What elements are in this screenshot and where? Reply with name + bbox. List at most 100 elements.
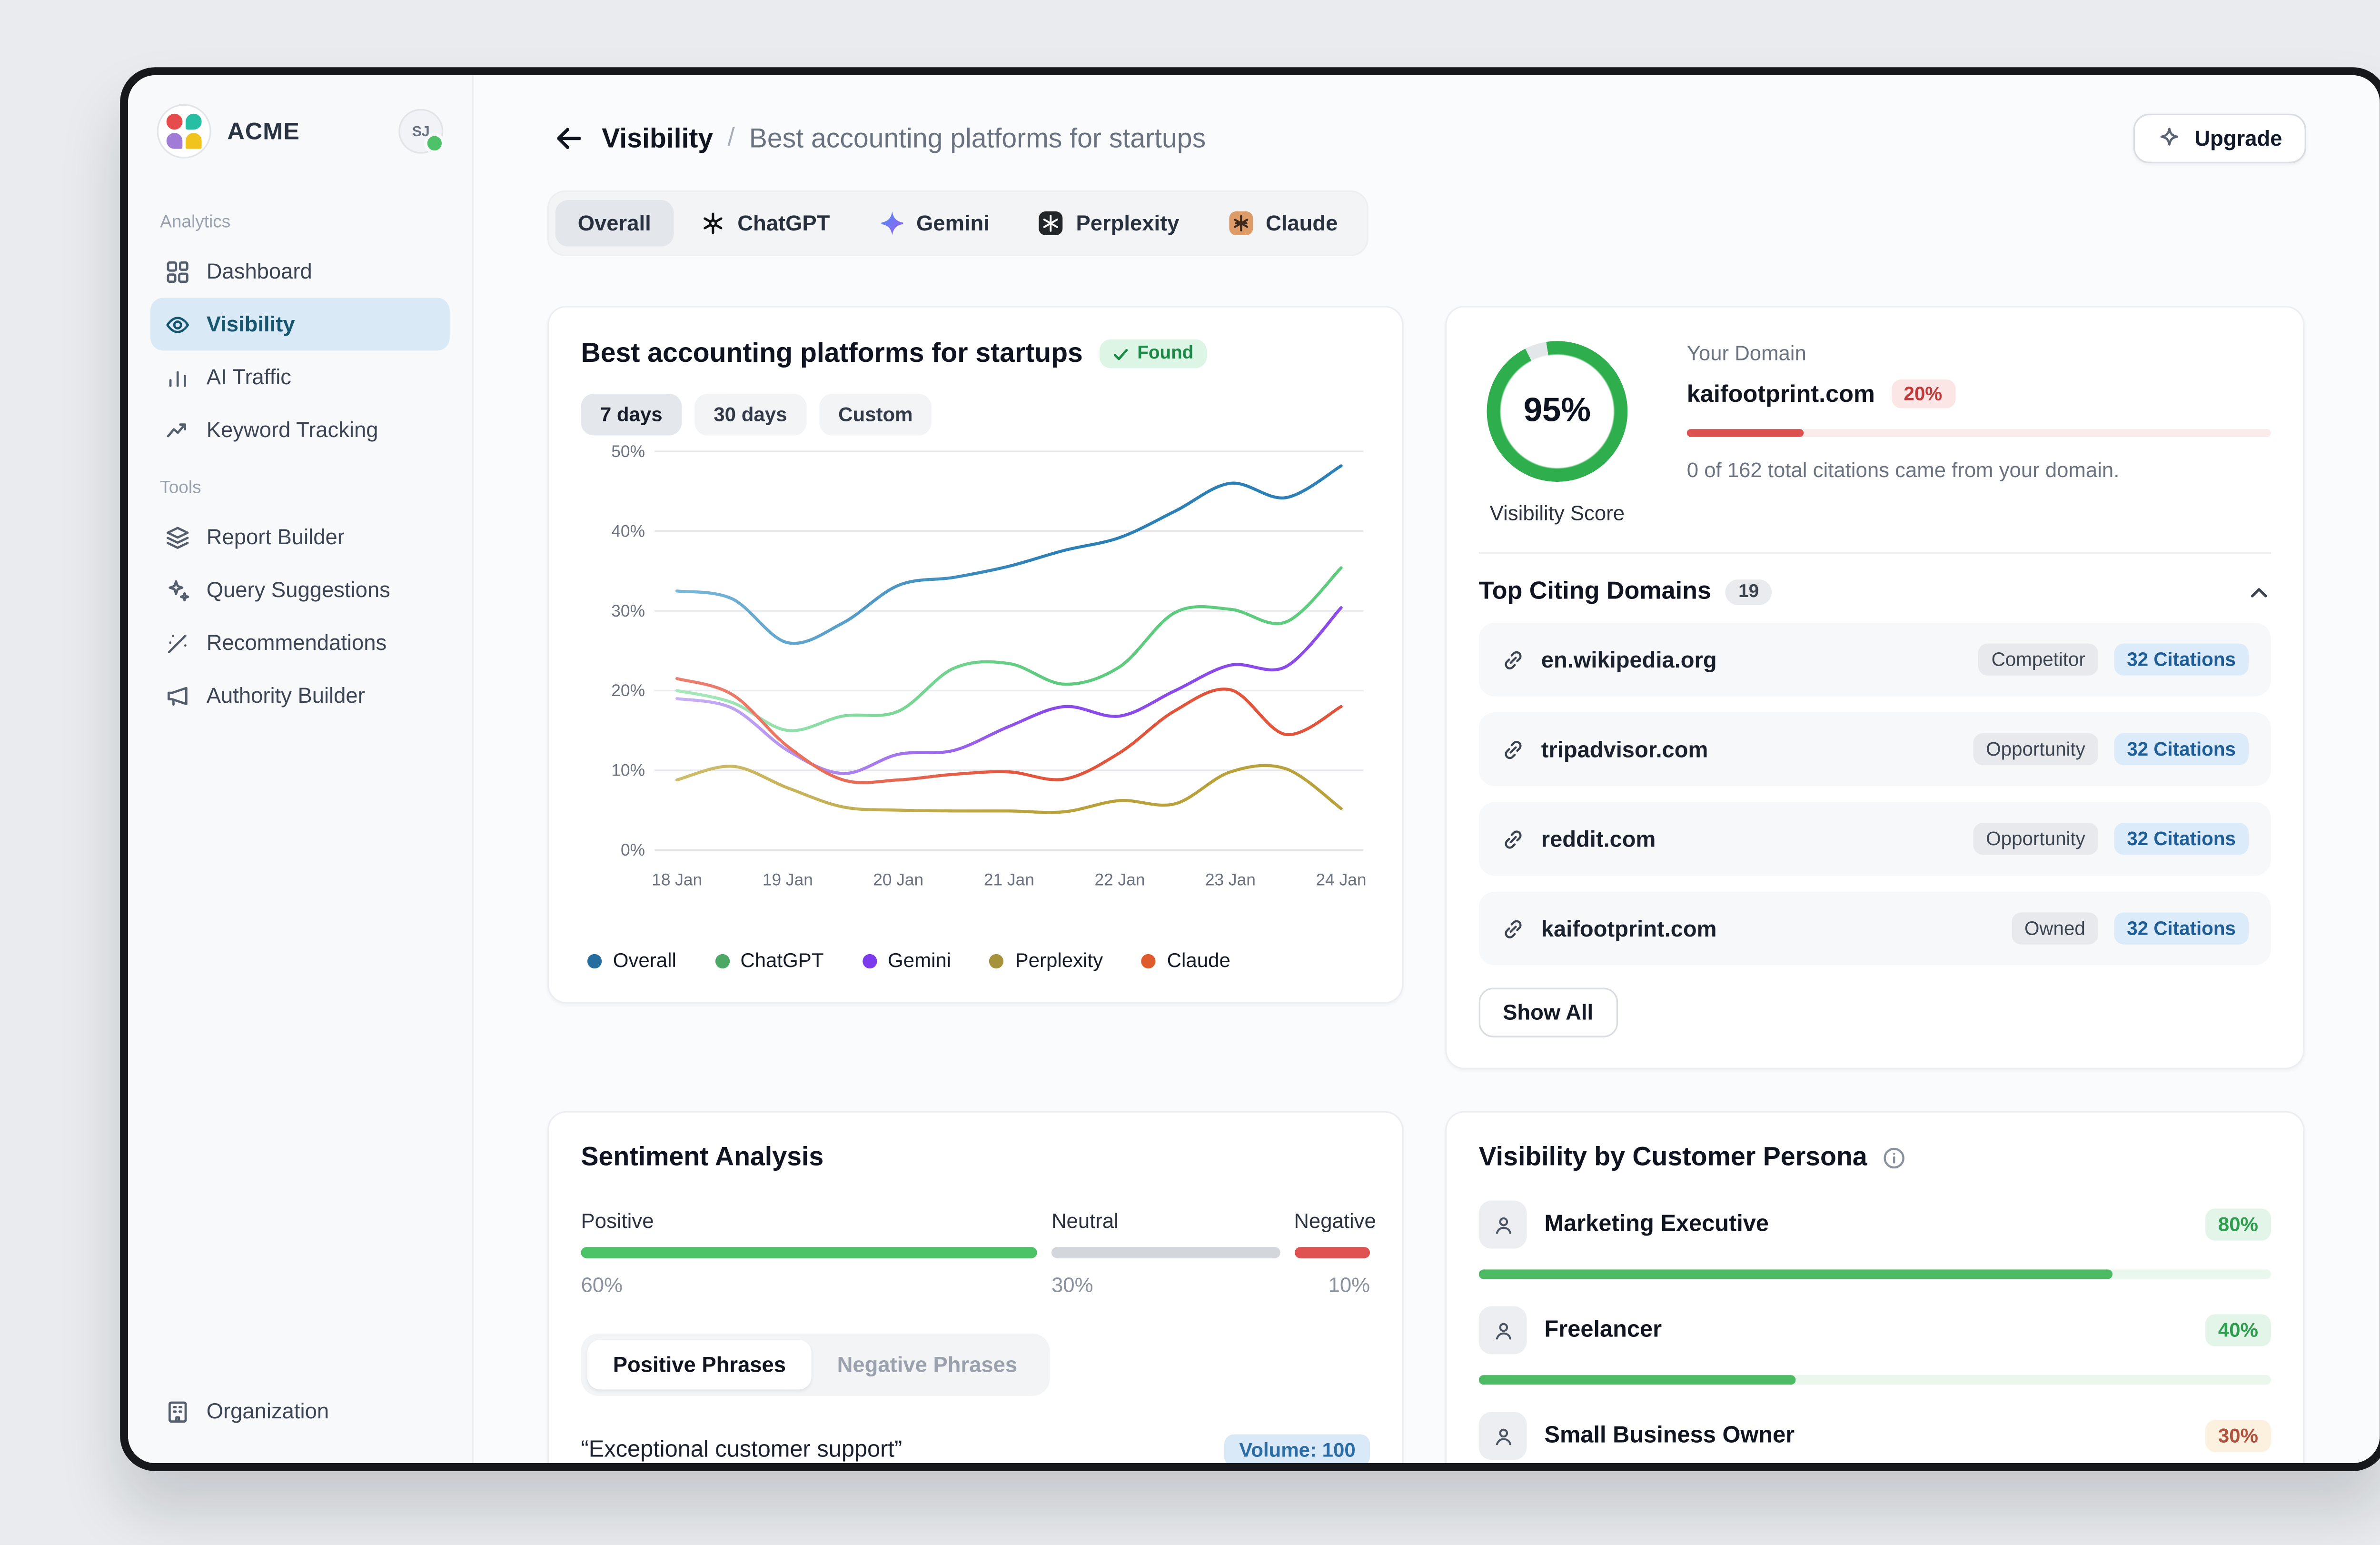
info-icon[interactable]	[1882, 1146, 1905, 1170]
content-grid: Best accounting platforms for startups F…	[547, 306, 2306, 1464]
bar-chart-icon	[169, 370, 186, 386]
sidebar-item-query-suggestions[interactable]: Query Suggestions	[150, 563, 450, 616]
workspace-row[interactable]: ACME SJ	[150, 104, 450, 159]
sidebar-item-keyword-tracking[interactable]: Keyword Tracking	[150, 403, 450, 456]
legend-dot	[989, 953, 1004, 968]
collapse-section-button[interactable]	[2247, 580, 2271, 604]
citing-domain-list: en.wikipedia.org Competitor 32 Citations tr…	[1478, 622, 2271, 966]
tab-perplexity[interactable]: Perplexity	[1015, 199, 1202, 248]
model-tabs: Overall ChatGPT Gemini Perplexity Claude	[547, 190, 1368, 256]
svg-text:20%: 20%	[611, 681, 645, 700]
phrase-tabs: Positive Phrases Negative Phrases	[581, 1333, 1050, 1396]
link-icon	[1505, 919, 1522, 938]
legend-item-claude: Claude	[1141, 949, 1230, 972]
sidebar-item-recommendations[interactable]: Recommendations	[150, 616, 450, 669]
sidebar-item-organization[interactable]: Organization	[150, 1385, 450, 1437]
tab-gemini[interactable]: Gemini	[855, 199, 1012, 248]
citing-domain-name: reddit.com	[1541, 826, 1656, 852]
legend-item-overall: Overall	[587, 949, 676, 972]
persona-percent-badge: 80%	[2205, 1208, 2271, 1241]
citing-domain-row[interactable]: tripadvisor.com Opportunity 32 Citations	[1478, 712, 2271, 786]
citing-domain-row[interactable]: en.wikipedia.org Competitor 32 Citations	[1478, 622, 2271, 697]
sidebar-section-label: Analytics	[160, 213, 231, 232]
link-icon	[1505, 829, 1522, 848]
citing-domain-row[interactable]: kaifootprint.com Owned 32 Citations	[1478, 891, 2271, 966]
persona-row: Marketing Executive 80%	[1478, 1200, 2271, 1279]
legend-item-chatgpt: ChatGPT	[714, 949, 824, 972]
sentiment-label: Positive	[581, 1208, 654, 1233]
tab-claude[interactable]: Claude	[1205, 199, 1360, 248]
sidebar-item-visibility[interactable]: Visibility	[150, 298, 450, 351]
domain-card: 95% Visibility Score Your Domain kaifoot…	[1445, 306, 2305, 1069]
range-button-custom[interactable]: Custom	[819, 394, 932, 436]
visibility-line-chart[interactable]: 50% 40% 30% 20% 10% 0% 18 Jan 19 Jan 20 Jan 21 Ja…	[581, 436, 1370, 926]
chatgpt-icon	[703, 212, 722, 234]
domain-category-badge: Competitor	[1978, 643, 2098, 676]
back-button[interactable]	[547, 118, 589, 159]
range-button-7-days[interactable]: 7 days	[581, 394, 682, 436]
persona-name: Freelancer	[1544, 1317, 1662, 1343]
found-badge: Found	[1099, 339, 1207, 369]
persona-row: Small Business Owner 30%	[1478, 1412, 2271, 1463]
svg-text:20 Jan: 20 Jan	[873, 870, 923, 889]
legend-item-gemini: Gemini	[862, 949, 951, 972]
megaphone-icon	[168, 686, 188, 705]
citations-badge: 32 Citations	[2114, 823, 2249, 855]
tab-label: Overall	[577, 211, 651, 236]
persona-row: Freelancer 40%	[1478, 1306, 2271, 1385]
domain-share-badge: 20%	[1891, 379, 1955, 409]
sidebar-item-label: Report Builder	[206, 525, 345, 549]
domain-category-badge: Opportunity	[1973, 733, 2098, 766]
tab-negative-phrases[interactable]: Negative Phrases	[837, 1353, 1018, 1377]
breadcrumb-page: Best accounting platforms for startups	[749, 122, 1206, 153]
sentiment-percent: 30%	[1051, 1272, 1093, 1297]
citations-badge: 32 Citations	[2114, 912, 2249, 945]
legend-dot	[1141, 953, 1156, 968]
perplexity-icon	[1039, 211, 1063, 236]
sidebar-item-authority-builder[interactable]: Authority Builder	[150, 669, 450, 722]
citations-badge: 32 Citations	[2114, 643, 2249, 676]
eye-icon	[166, 316, 189, 332]
svg-text:30%: 30%	[611, 602, 645, 620]
tab-label: ChatGPT	[737, 211, 830, 236]
sparkles-icon	[169, 579, 189, 601]
svg-text:22 Jan: 22 Jan	[1095, 870, 1145, 889]
legend-item-perplexity: Perplexity	[989, 949, 1103, 972]
sidebar-item-report-builder[interactable]: Report Builder	[150, 511, 450, 564]
link-icon	[1505, 650, 1522, 669]
sidebar-item-label: Recommendations	[206, 630, 387, 655]
building-icon	[169, 1400, 187, 1422]
upgrade-button[interactable]: Upgrade	[2133, 113, 2306, 163]
citing-domain-name: tripadvisor.com	[1541, 736, 1708, 762]
citing-domain-row[interactable]: reddit.com Opportunity 32 Citations	[1478, 802, 2271, 876]
breadcrumb-separator: /	[727, 124, 735, 151]
top-citing-count-badge: 19	[1726, 579, 1772, 605]
sidebar-nav: Analytics Dashboard Visibility AI Traffic Ke…	[150, 190, 450, 722]
persona-percent-badge: 40%	[2205, 1314, 2271, 1346]
svg-text:10%: 10%	[611, 761, 645, 780]
sidebar-item-label: Dashboard	[206, 259, 312, 284]
tab-chatgpt[interactable]: ChatGPT	[676, 199, 852, 248]
visibility-score-label: Visibility Score	[1489, 501, 1625, 525]
avatar[interactable]: SJ	[398, 109, 445, 154]
legend-dot	[587, 953, 602, 968]
breadcrumb-section[interactable]: Visibility	[602, 122, 714, 153]
claude-icon	[1229, 211, 1253, 236]
domain-share-bar	[1686, 429, 2271, 437]
tab-positive-phrases[interactable]: Positive Phrases	[587, 1340, 812, 1390]
tab-label: Perplexity	[1076, 211, 1180, 236]
your-domain-value: kaifootprint.com	[1686, 380, 1875, 408]
sidebar-item-ai-traffic[interactable]: AI Traffic	[150, 350, 450, 403]
persona-avatar	[1478, 1412, 1527, 1460]
persona-card: Visibility by Customer Persona Marketing…	[1445, 1111, 2305, 1464]
range-button-30-days[interactable]: 30 days	[694, 394, 806, 436]
show-all-button[interactable]: Show All	[1478, 987, 1617, 1037]
sidebar-item-dashboard[interactable]: Dashboard	[150, 245, 450, 298]
sidebar-item-label: Organization	[206, 1399, 329, 1423]
workspace-name: ACME	[227, 118, 300, 145]
divider	[1478, 552, 2271, 554]
sentiment-percent: 60%	[581, 1272, 623, 1297]
tab-overall[interactable]: Overall	[555, 200, 674, 247]
persona-name: Marketing Executive	[1544, 1212, 1769, 1237]
persona-avatar	[1478, 1306, 1527, 1355]
